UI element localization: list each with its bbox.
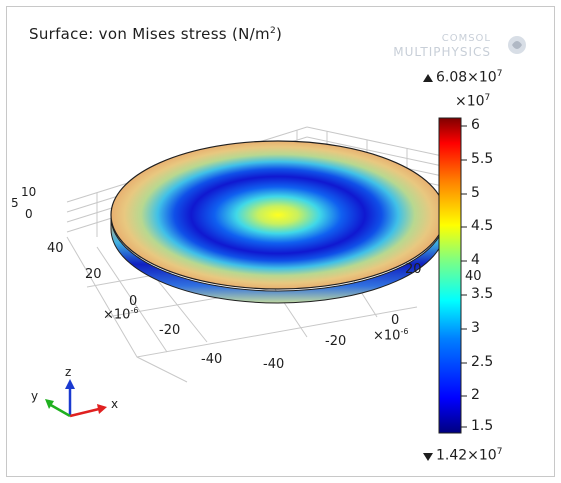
plot-title: Surface: von Mises stress (N/m2) — [29, 25, 283, 43]
colorbar-tick-label: 3.5 — [471, 286, 494, 302]
x-scale-label: ×10-6 — [373, 327, 409, 344]
triad-z-label: z — [65, 365, 72, 379]
max-triangle-icon — [423, 74, 433, 82]
x-tick-label: 0 — [391, 313, 400, 328]
colorbar-scale-label: ×107 — [455, 93, 491, 110]
z-tick-label: 0 — [25, 207, 33, 221]
colorbar-tick-label: 4.5 — [471, 218, 494, 234]
y-tick-label: -40 — [201, 352, 223, 367]
colorbar-tick-label: 4 — [471, 252, 480, 268]
y-tick-label: 20 — [85, 267, 102, 282]
colorbar-max-label: 6.08×107 — [436, 69, 503, 86]
colorbar-tick-label: 6 — [471, 117, 480, 133]
x-tick-label: 40 — [465, 269, 482, 284]
y-tick-label: 40 — [47, 241, 64, 256]
comsol-logo: COMSOL MULTIPHYSICS — [367, 33, 527, 63]
colorbar-tick-label: 1.5 — [471, 418, 494, 434]
scene-3d — [45, 36, 526, 461]
x-tick-label: -40 — [263, 357, 285, 372]
min-triangle-icon — [423, 453, 433, 461]
z-tick-label: 10 — [21, 185, 37, 199]
x-tick-label: 20 — [405, 262, 422, 277]
colorbar-tick-label: 2.5 — [471, 354, 494, 370]
y-tick-label: 0 — [129, 294, 138, 309]
y-scale-label: ×10-6 — [103, 306, 139, 323]
triad-x-label: x — [111, 397, 119, 411]
colorbar — [438, 117, 462, 434]
graphics-view[interactable]: Surface: von Mises stress (N/m2) COMSOL … — [6, 6, 555, 477]
colorbar-tick-label: 3 — [471, 320, 480, 336]
x-tick-label: -20 — [325, 334, 347, 349]
y-tick-label: -20 — [159, 323, 181, 338]
colorbar-tick-label: 5 — [471, 185, 480, 201]
logo-line2: MULTIPHYSICS — [393, 45, 491, 59]
colorbar-tick-label: 5.5 — [471, 151, 494, 167]
z-tick-label: 5 — [11, 196, 19, 210]
colorbar-min-label: 1.42×107 — [436, 447, 503, 464]
colorbar-ticks — [461, 125, 467, 428]
disk-surface — [110, 140, 446, 290]
triad-y-label: y — [31, 389, 39, 403]
axis-triad — [45, 379, 107, 418]
comsol-logo-icon — [508, 36, 526, 54]
colorbar-tick-label: 2 — [471, 387, 480, 403]
logo-line1: COMSOL — [441, 33, 491, 44]
